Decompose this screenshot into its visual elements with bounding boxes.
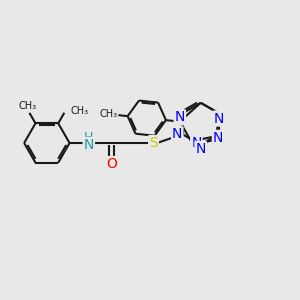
Text: CH₃: CH₃ — [19, 101, 37, 111]
Text: H: H — [84, 131, 94, 144]
Text: N: N — [172, 127, 182, 141]
Text: N: N — [191, 136, 202, 150]
Text: N: N — [214, 112, 224, 125]
Text: N: N — [84, 138, 94, 152]
Text: N: N — [213, 131, 223, 145]
Text: CH₃: CH₃ — [70, 106, 89, 116]
Text: O: O — [106, 157, 117, 171]
Text: N: N — [196, 142, 206, 156]
Text: CH₃: CH₃ — [100, 109, 118, 119]
Text: N: N — [175, 110, 185, 124]
Text: S: S — [149, 136, 158, 150]
